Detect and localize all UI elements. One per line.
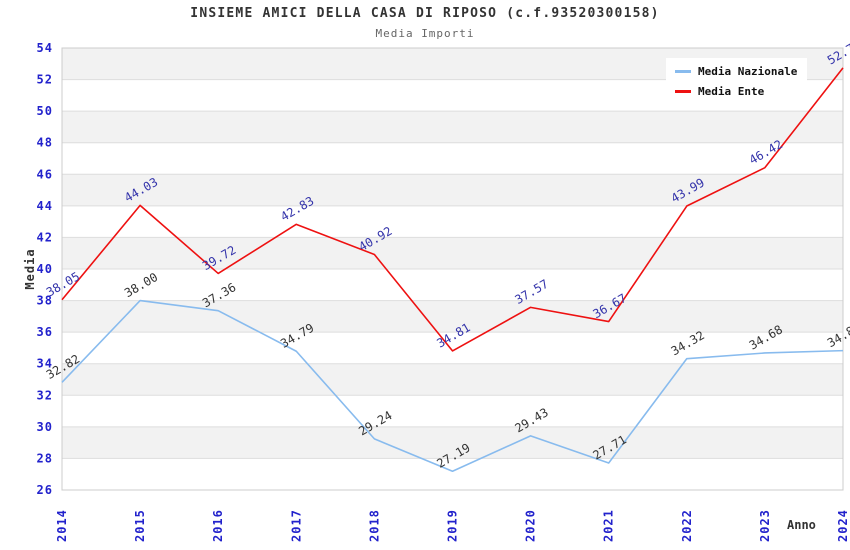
y-tick-label: 42: [37, 230, 53, 244]
point-label: 52.74: [825, 37, 850, 67]
legend-label-media-nazionale: Media Nazionale: [698, 65, 798, 78]
plot-border: [61, 47, 844, 491]
y-tick-label: 28: [37, 451, 53, 465]
y-axis-title: Media: [23, 248, 37, 290]
x-tick-label: 2022: [680, 509, 694, 542]
x-tick-label: 2014: [55, 509, 69, 542]
plot-band: [62, 142, 843, 175]
y-tick-label: 44: [37, 199, 53, 213]
y-tick-label: 34: [37, 357, 53, 371]
y-tick-label: 50: [37, 104, 53, 118]
y-tick-label: 26: [37, 483, 53, 497]
x-tick-label: 2023: [758, 509, 772, 542]
plot-band: [62, 174, 843, 206]
x-tick-label: 2020: [524, 509, 538, 542]
plot-band: [62, 205, 843, 238]
legend-item-media-ente: Media Ente: [675, 85, 797, 98]
plot-band: [62, 363, 843, 396]
legend: Media Nazionale Media Ente: [666, 58, 808, 105]
x-tick-label: 2019: [446, 509, 460, 542]
y-tick-label: 40: [37, 262, 53, 276]
chart-subtitle: Media Importi: [375, 27, 475, 40]
x-tick-label: 2024: [836, 509, 850, 542]
x-tick-label: 2015: [133, 509, 147, 542]
plot-band: [62, 458, 843, 490]
series-line-media-nazionale: [61, 299, 844, 473]
x-tick-label: 2018: [367, 509, 381, 542]
y-tick-label: 38: [37, 294, 53, 308]
y-tick-label: 46: [37, 167, 53, 181]
plot-band: [62, 111, 843, 143]
x-tick-label: 2021: [602, 509, 616, 542]
legend-line-swatch-ente-icon: [675, 90, 691, 93]
plot-band: [62, 395, 843, 427]
plot-band: [62, 426, 843, 459]
plot-band: [62, 269, 843, 301]
plot-band: [62, 237, 843, 269]
legend-label-media-ente: Media Ente: [698, 85, 765, 98]
y-tick-label: 48: [37, 136, 53, 150]
y-tick-label: 32: [37, 388, 53, 402]
y-tick-label: 36: [37, 325, 53, 339]
legend-item-media-nazionale: Media Nazionale: [675, 65, 797, 78]
legend-line-swatch-nazionale-icon: [675, 70, 691, 73]
plot-band: [62, 300, 843, 333]
series-line-media-ente: [61, 67, 844, 352]
y-tick-label: 54: [37, 41, 53, 55]
y-tick-label: 30: [37, 420, 53, 434]
x-tick-label: 2016: [211, 509, 225, 542]
y-tick-label: 52: [37, 73, 53, 87]
x-axis-title: Anno: [787, 518, 816, 532]
plot-band: [62, 332, 843, 364]
chart-title: INSIEME AMICI DELLA CASA DI RIPOSO (c.f.…: [190, 6, 660, 21]
x-tick-label: 2017: [289, 509, 303, 542]
